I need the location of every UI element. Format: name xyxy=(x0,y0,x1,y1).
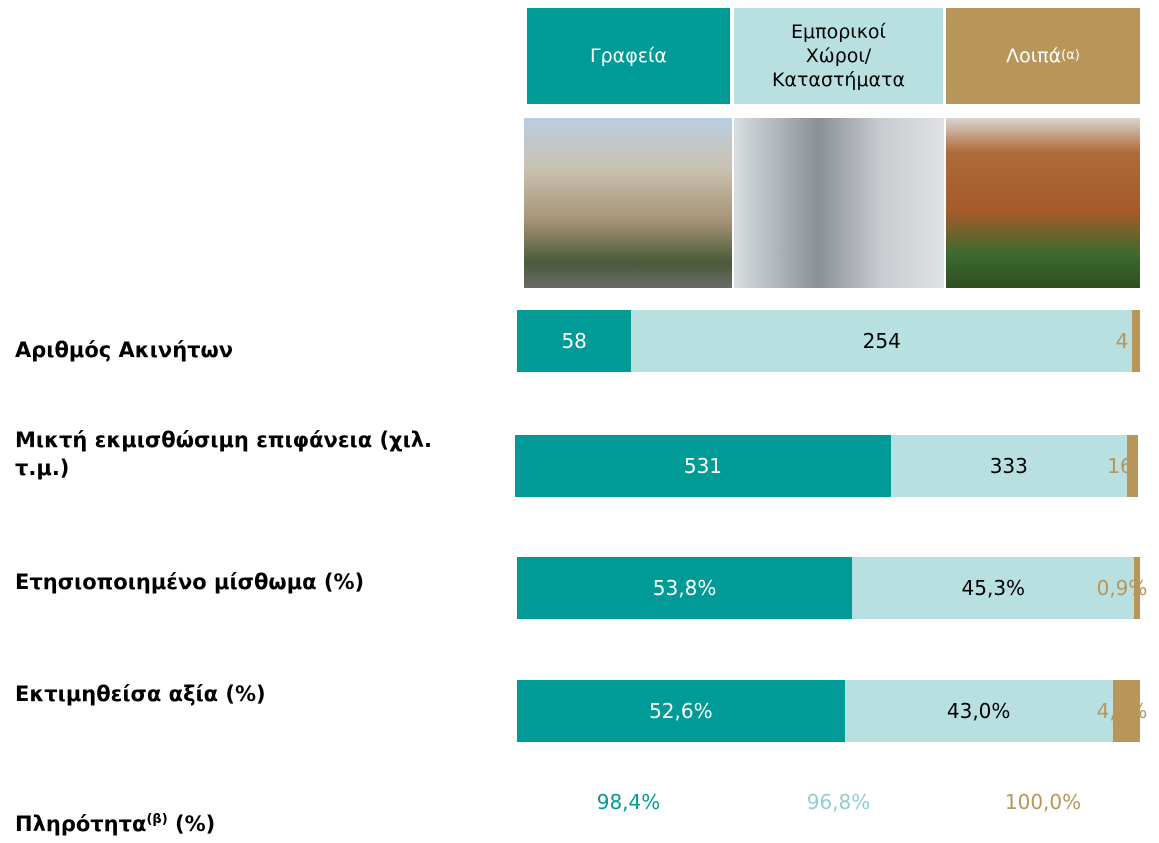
legend-note: (α) xyxy=(1061,44,1080,68)
row-label: Ετησιοποιημένο μίσθωμα (%) xyxy=(15,568,455,596)
row-label-text: Πληρότητα xyxy=(15,812,146,836)
value-label: 45,3% xyxy=(962,557,1026,619)
legend-text: Λοιπά xyxy=(1006,44,1061,68)
legend-text: Εμπορικοί Χώροι/ Καταστήματα xyxy=(764,20,914,92)
row-label: Αριθμός Ακινήτων xyxy=(15,336,455,364)
value-label: 531 xyxy=(684,435,722,497)
value-label: 52,6% xyxy=(649,680,713,742)
value-label: 16 xyxy=(1107,435,1132,497)
value-label: 43,0% xyxy=(947,680,1011,742)
row-label-note: (β) xyxy=(146,812,167,827)
row-label: Πληρότητα(β) (%) xyxy=(15,806,455,838)
legend-header: Εμπορικοί Χώροι/ Καταστήματα xyxy=(734,8,943,104)
occupancy-value: 98,4% xyxy=(597,790,661,814)
value-label: 4 xyxy=(1116,310,1129,372)
value-label: 4,4% xyxy=(1097,680,1148,742)
legend-header: Λοιπά(α) xyxy=(946,8,1140,104)
row-label: Εκτιμηθείσα αξία (%) xyxy=(15,680,455,708)
value-label: 0,9% xyxy=(1097,557,1148,619)
photo-other xyxy=(946,118,1140,288)
value-label: 254 xyxy=(863,310,901,372)
legend-header: Γραφεία xyxy=(527,8,730,104)
legend-text: Γραφεία xyxy=(590,44,667,68)
value-label: 333 xyxy=(990,435,1028,497)
value-label: 58 xyxy=(561,310,586,372)
photo-offices xyxy=(524,118,732,288)
bar-segment xyxy=(1132,310,1140,372)
value-label: 53,8% xyxy=(653,557,717,619)
row-label-suffix: (%) xyxy=(175,812,215,836)
occupancy-value: 100,0% xyxy=(1005,790,1081,814)
page: (() => { const data = JSON.parse(documen… xyxy=(0,0,1159,843)
occupancy-value: 96,8% xyxy=(807,790,871,814)
photo-retail xyxy=(734,118,944,288)
row-label: Μικτή εκμισθώσιμη επιφάνεια (χιλ. τ.μ.) xyxy=(15,426,455,482)
